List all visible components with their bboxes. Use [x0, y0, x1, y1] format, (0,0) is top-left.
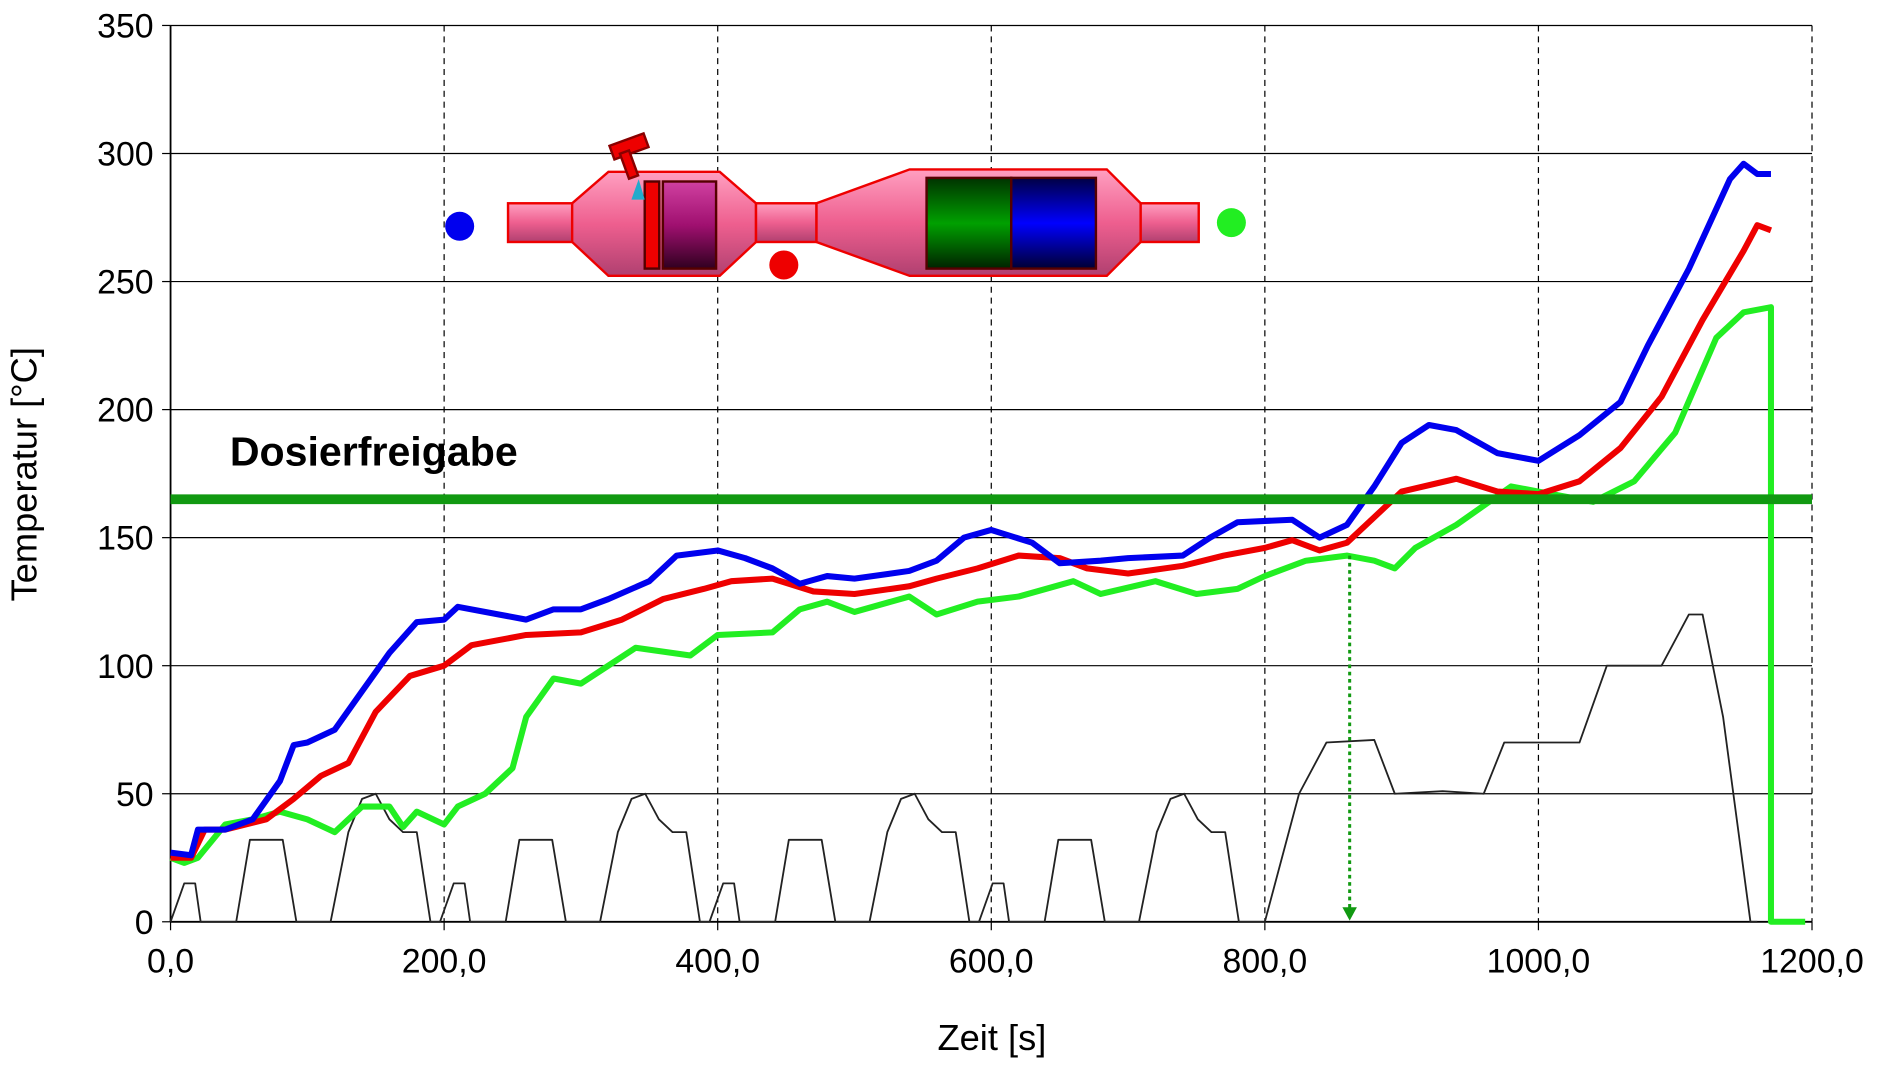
x-tick-label: 1000,0: [1487, 943, 1591, 981]
arrow-head: [1342, 907, 1357, 921]
threshold-label: Dosierfreigabe: [230, 429, 518, 475]
scr-catalyst: [925, 176, 1013, 270]
plot: Dosierfreigabe: [169, 160, 1813, 925]
spray: [631, 179, 645, 200]
y-tick-label: 350: [97, 8, 154, 46]
series-line: [169, 304, 1806, 925]
series-line: [170, 222, 1773, 861]
grid: 0 50 100 150 200 250 300 350 0,0 200,0 400,0 600,0 8…: [97, 8, 1864, 981]
x-tick-label: 0,0: [147, 943, 194, 981]
y-tick-label: 250: [97, 264, 154, 302]
x-tick-label: 400,0: [675, 943, 760, 981]
sensor-dot: [769, 250, 799, 280]
y-tick-label: 100: [97, 648, 154, 686]
series-line: [170, 160, 1771, 859]
injector-zone: [643, 180, 661, 270]
exhaust-diagram: [445, 131, 1246, 280]
y-tick-label: 50: [116, 776, 154, 814]
pipe: [754, 202, 818, 244]
y-tick-label: 0: [135, 904, 154, 942]
x-tick-label: 800,0: [1222, 943, 1307, 981]
x-tick-label: 1200,0: [1760, 943, 1864, 981]
sensor-dot: [445, 211, 475, 241]
y-axis-label: Temperatur [°C]: [3, 347, 44, 601]
x-tick-label: 600,0: [949, 943, 1034, 981]
y-tick-label: 150: [97, 520, 154, 558]
series-line: [169, 613, 1758, 923]
dosing-valve: [618, 148, 640, 181]
oxidation-catalyst: [661, 180, 718, 270]
y-tick-label: 300: [97, 136, 154, 174]
y-tick-label: 200: [97, 392, 154, 430]
x-axis-label: Zeit [s]: [937, 1017, 1046, 1058]
scr-catalyst: [1010, 176, 1098, 270]
pipe: [1139, 202, 1200, 244]
x-tick-label: 200,0: [402, 943, 487, 981]
pipe: [506, 202, 576, 244]
sensor-dot: [1216, 208, 1246, 238]
